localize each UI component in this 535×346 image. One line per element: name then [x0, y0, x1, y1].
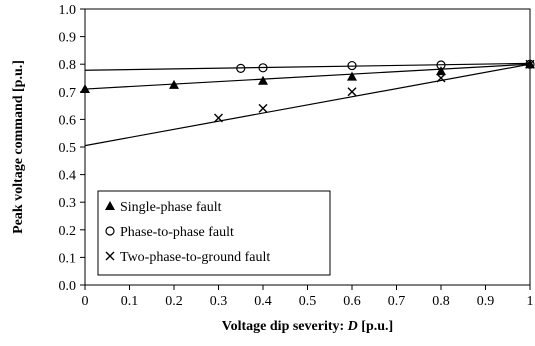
legend-label: Phase-to-phase fault [120, 225, 234, 240]
x-axis-title-main: Voltage dip severity: [222, 319, 348, 334]
y-tick-label: 0.2 [59, 224, 77, 239]
x-tick-label: 0.4 [254, 294, 272, 309]
x-axis-title-variable: D [347, 319, 358, 334]
x-tick-label: 0.8 [432, 294, 450, 309]
trendline-series-2 [84, 62, 531, 71]
x-tick-label: 0 [82, 294, 89, 309]
data-point-series-3 [436, 73, 446, 83]
legend-box [97, 190, 331, 276]
legend-label: Two-phase-to-ground fault [120, 250, 270, 265]
x-axis-title: Voltage dip severity: D [p.u.] [222, 319, 393, 334]
legend-marker-series-2 [105, 226, 115, 236]
data-point-series-1 [347, 71, 357, 81]
y-tick-label: 0.4 [59, 169, 77, 184]
data-point-series-2 [258, 63, 268, 73]
x-axis-ticks: 0 0.1 0.2 0.3 0.4 0.5 0.6 0.7 0.8 0.9 1 [82, 285, 534, 309]
data-point-series-2 [436, 60, 446, 70]
data-point-series-3 [525, 59, 535, 69]
data-point-series-3 [258, 103, 268, 113]
y-tick-label: 0.9 [59, 31, 77, 46]
legend: Single-phase fault Phase-to-phase fault Tw… [97, 190, 331, 276]
y-tick-label: 0.0 [59, 279, 77, 294]
trendline-series-3 [84, 63, 531, 147]
x-tick-label: 1 [527, 294, 534, 309]
data-points [80, 59, 535, 123]
x-tick-label: 0.7 [388, 294, 406, 309]
data-point-series-3 [347, 87, 357, 97]
data-point-series-1 [258, 75, 268, 85]
y-tick-label: 1.0 [59, 3, 77, 18]
y-tick-label: 0.5 [59, 141, 77, 156]
x-tick-label: 0.1 [121, 294, 139, 309]
legend-label: Single-phase fault [120, 200, 222, 215]
data-point-series-1 [80, 84, 90, 94]
y-tick-label: 0.6 [59, 113, 77, 128]
y-axis-title: Peak voltage command [p.u.] [11, 60, 26, 234]
x-tick-label: 0.2 [165, 294, 183, 309]
data-point-series-1 [169, 79, 179, 89]
trendline-series-1 [84, 63, 531, 90]
y-axis-ticks: 0.0 0.1 0.2 0.3 0.4 0.5 0.6 0.7 0.8 0.9 1.0 [59, 3, 85, 294]
x-axis-title-unit: [p.u.] [358, 319, 393, 334]
y-tick-label: 0.8 [59, 58, 77, 73]
data-point-series-3 [214, 113, 223, 123]
y-tick-label: 0.1 [59, 251, 77, 266]
legend-items: Single-phase fault Phase-to-phase fault Tw… [105, 200, 270, 265]
legend-marker-series-1 [105, 201, 115, 210]
data-point-series-2 [347, 60, 357, 71]
data-point-series-1 [436, 66, 446, 76]
data-point-series-2 [525, 59, 535, 69]
data-point-series-2 [236, 63, 246, 73]
x-tick-label: 0.6 [343, 294, 361, 309]
x-tick-label: 0.9 [477, 294, 495, 309]
legend-marker-series-3 [105, 251, 115, 261]
y-tick-label: 0.3 [59, 196, 77, 211]
y-tick-label: 0.7 [59, 86, 77, 101]
trendlines [84, 62, 531, 147]
x-tick-label: 0.5 [299, 294, 317, 309]
x-tick-label: 0.3 [210, 294, 228, 309]
